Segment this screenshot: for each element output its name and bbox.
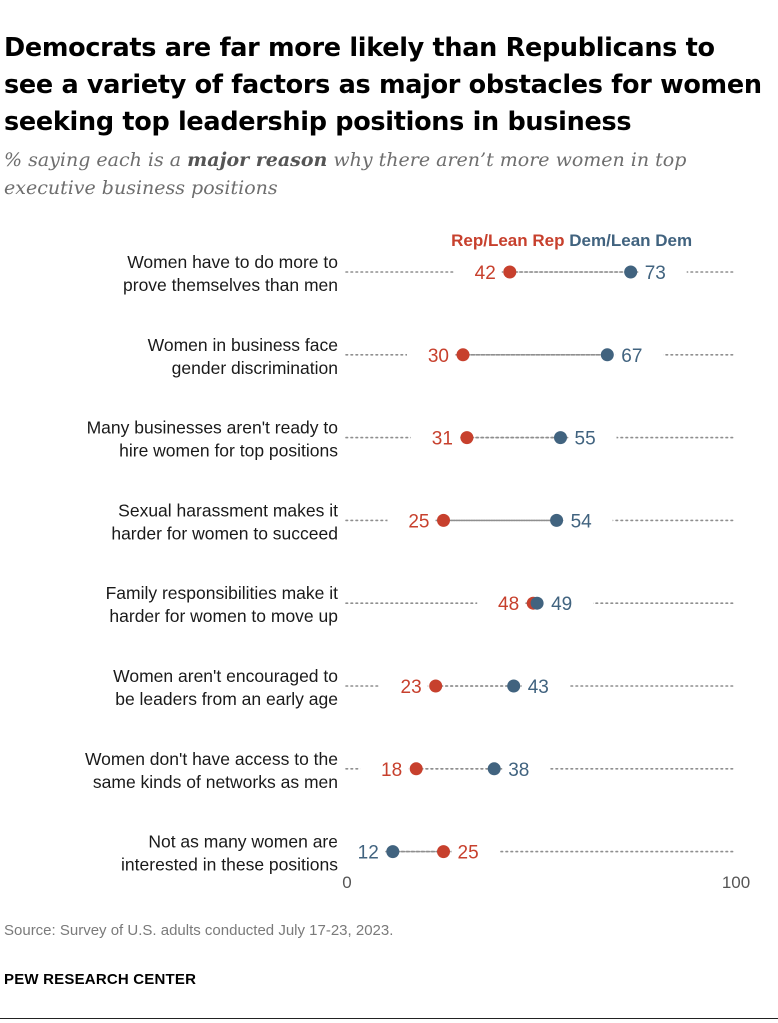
- dem-dot: [487, 762, 501, 776]
- rep-dot: [460, 431, 474, 445]
- label-knockout: [502, 755, 551, 782]
- label-knockout: [568, 424, 617, 451]
- dem-dot: [507, 679, 521, 693]
- rep-value-label: 25: [458, 843, 479, 864]
- x-tick-label: 100: [722, 873, 750, 892]
- footer-rule: [0, 1018, 778, 1019]
- rep-value-label: 25: [408, 511, 429, 532]
- label-knockout: [451, 838, 500, 865]
- dem-value-label: 12: [358, 843, 379, 864]
- dot-plot-chart: Rep/Lean Rep Dem/Lean Dem Women have to do…: [85, 231, 750, 892]
- category-label: Sexual harassment makes it harder for wom…: [111, 500, 338, 543]
- label-knockout: [336, 838, 385, 865]
- rep-value-label: 31: [432, 429, 453, 450]
- rep-dot: [429, 679, 443, 693]
- rep-dot: [437, 513, 450, 527]
- dem-dot: [550, 513, 564, 527]
- legend-dem: Dem/Lean Dem: [569, 231, 692, 250]
- category-label: Not as many women are interested in these…: [121, 832, 338, 875]
- rep-value-label: 23: [401, 677, 422, 698]
- rep-value-label: 48: [498, 594, 519, 615]
- pew-research-center-logo: PEW RESEARCH CENTER: [4, 971, 197, 988]
- label-knockout: [615, 341, 664, 368]
- rep-dot: [437, 845, 450, 859]
- subtitle-lead: % saying each is a: [4, 149, 188, 171]
- label-knockout: [360, 755, 409, 782]
- dem-value-label: 38: [508, 760, 529, 781]
- dem-value-label: 55: [575, 429, 596, 450]
- chart-subtitle: % saying each is a major reason why ther…: [4, 146, 764, 202]
- category-label: Women aren't encouraged to be leaders fro…: [113, 666, 338, 709]
- label-knockout: [453, 259, 502, 285]
- label-knockout: [477, 590, 526, 617]
- source-note: Source: Survey of U.S. adults conducted …: [4, 922, 394, 939]
- rep-dot: [503, 265, 517, 279]
- dem-dot: [554, 431, 567, 445]
- rep-dot: [409, 762, 423, 776]
- label-knockout: [564, 507, 613, 534]
- rep-value-label: 42: [475, 263, 496, 284]
- dem-value-label: 43: [528, 677, 549, 698]
- label-knockout: [638, 259, 687, 285]
- label-knockout: [387, 507, 436, 534]
- label-knockout: [545, 590, 594, 617]
- category-label: Family responsibilities make it harder fo…: [106, 583, 339, 626]
- label-knockout: [410, 424, 459, 451]
- category-label: Women don't have access to the same kinds…: [85, 749, 338, 792]
- dem-value-label: 73: [645, 263, 666, 284]
- dem-dot: [386, 845, 400, 859]
- x-tick-label: 0: [342, 873, 351, 892]
- dem-value-label: 49: [551, 594, 572, 615]
- rep-value-label: 30: [428, 346, 449, 367]
- subtitle-emphasis: major reason: [187, 149, 328, 171]
- label-knockout: [407, 341, 455, 368]
- label-knockout: [521, 673, 570, 699]
- chart-title: Democrats are far more likely than Repub…: [4, 33, 762, 137]
- subtitle-tail: why there aren’t more women in top execu…: [4, 149, 687, 199]
- label-knockout: [379, 673, 428, 699]
- dem-value-label: 67: [621, 346, 642, 367]
- dem-dot: [530, 596, 544, 610]
- legend-rep: Rep/Lean Rep: [451, 231, 564, 250]
- category-label: Many businesses aren't ready to hire wome…: [87, 418, 339, 461]
- dem-value-label: 54: [571, 511, 593, 532]
- category-label: Women have to do more to prove themselves…: [123, 252, 338, 295]
- dem-dot: [600, 348, 614, 362]
- rep-dot: [456, 348, 470, 362]
- rep-value-label: 18: [381, 760, 402, 781]
- dem-dot: [624, 265, 638, 279]
- category-label: Women in business face gender discriminat…: [148, 335, 338, 378]
